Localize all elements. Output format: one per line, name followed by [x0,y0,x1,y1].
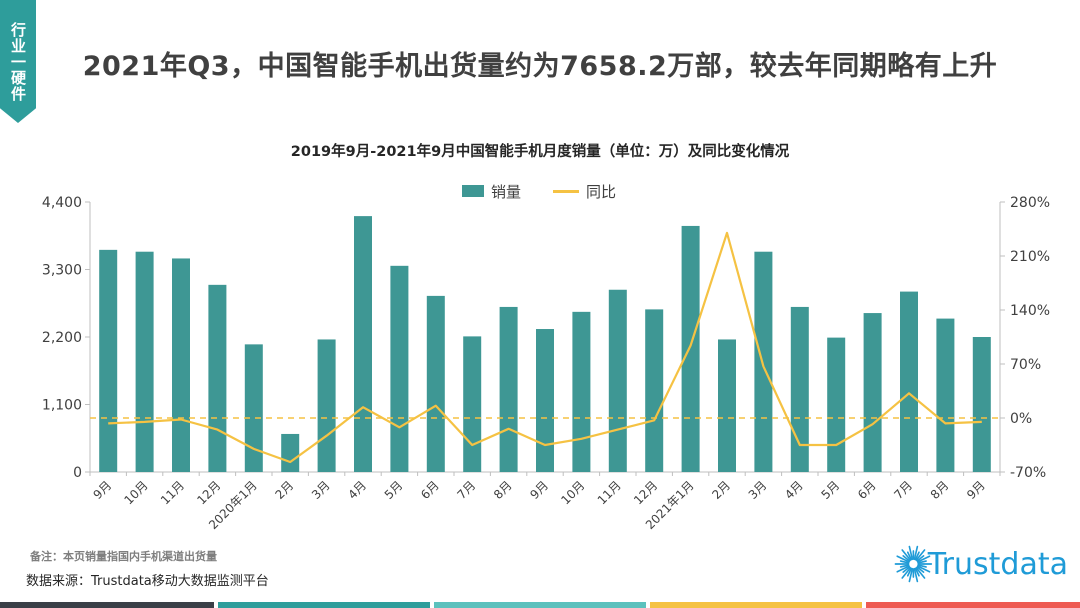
bar-sales [645,309,664,472]
y-left-tick-label: 2,200 [42,330,82,346]
x-tick-label: 2月 [273,478,297,502]
bar-sales [317,339,336,472]
bar-sales [900,291,918,472]
x-tick-label: 6月 [418,478,442,502]
logo-text: Trustdata [927,546,1068,582]
y-left-tick-label: 1,100 [42,398,82,414]
x-tick-label: 4月 [345,478,369,502]
legend-swatch-line [553,189,580,193]
bar-sales [135,251,154,472]
x-tick-label: 11月 [158,478,187,507]
bar-sales [244,344,263,472]
bar-sales [463,336,482,472]
y-left-tick-label: 0 [73,465,82,481]
bar-sales [827,337,846,472]
section-tag [0,0,36,123]
footer-bar-1 [0,602,214,608]
x-tick-label: 12月 [631,478,660,507]
x-tick-label: 3月 [746,478,770,502]
bar-sales [608,289,627,472]
bar-sales [681,225,700,472]
y-left-tick-label: 4,400 [42,195,82,211]
x-tick-label: 5月 [819,478,843,502]
x-tick-label: 12月 [194,478,223,507]
footer-bar-5 [866,602,1080,608]
x-tick-label: 9月 [964,478,988,502]
y-right-tick-label: 280% [1010,195,1050,211]
x-tick-label: 11月 [595,478,624,507]
x-tick-label: 3月 [309,478,333,502]
trustdata-logo: Trustdata [893,536,1068,592]
y-left-tick-label: 3,300 [42,263,82,279]
x-tick-label: 6月 [855,478,879,502]
x-tick-label: 5月 [382,478,406,502]
legend-swatch-bar [462,185,484,197]
sunburst-icon [894,545,933,583]
bar-sales [354,216,372,472]
bar-sales [499,306,518,472]
bar-sales [99,249,118,472]
x-tick-label: 9月 [91,478,115,502]
line-yoy [108,231,982,464]
y-right-tick-label: 0% [1010,411,1032,427]
bar-sales [281,433,300,472]
footer-bar-3 [434,602,646,608]
x-tick-label: 8月 [928,478,952,502]
x-tick-label: 2月 [709,478,733,502]
x-tick-label: 10月 [558,478,587,507]
footnote: 备注：本页销量指国内手机渠道出货量 [30,550,217,563]
footer-bar-2 [218,602,430,608]
y-right-tick-label: -70% [1010,465,1046,481]
bar-sales [718,339,736,472]
legend-label-yoy: 同比 [586,182,617,201]
bar-sales [754,251,773,472]
bar-sales [936,318,955,472]
legend-label-sales: 销量 [491,182,522,201]
x-tick-label: 10月 [122,478,151,507]
y-right-tick-label: 210% [1010,249,1050,265]
x-tick-label: 7月 [455,478,479,502]
legend-item-yoy: 同比 [553,181,616,202]
bar-sales [172,258,190,472]
bar-sales [426,295,445,472]
chart-legend: 销量 同比 [462,180,648,202]
footer-bar-4 [650,602,862,608]
x-tick-label: 7月 [891,478,915,502]
page-title: 2021年Q3，中国智能手机出货量约为7658.2万部，较去年同期略有上升 [82,51,998,82]
bar-sales [863,313,882,472]
bar-sales [536,329,554,472]
bar-sales [972,337,991,472]
x-tick-label: 8月 [491,478,515,502]
bar-sales [390,265,409,472]
bar-sales [790,306,809,472]
data-source: 数据来源：Trustdata移动大数据监测平台 [26,574,269,589]
legend-item-sales: 销量 [462,181,521,202]
bar-sales [572,311,591,472]
x-tick-label: 4月 [782,478,806,502]
y-right-tick-label: 140% [1010,303,1050,319]
chart-title: 2019年9月-2021年9月中国智能手机月度销量（单位：万）及同比变化情况 [290,144,790,160]
x-tick-label: 9月 [527,478,551,502]
section-tag-label: 行业一硬件 [9,22,27,102]
y-right-tick-label: 70% [1010,357,1041,373]
bar-sales [208,284,227,472]
